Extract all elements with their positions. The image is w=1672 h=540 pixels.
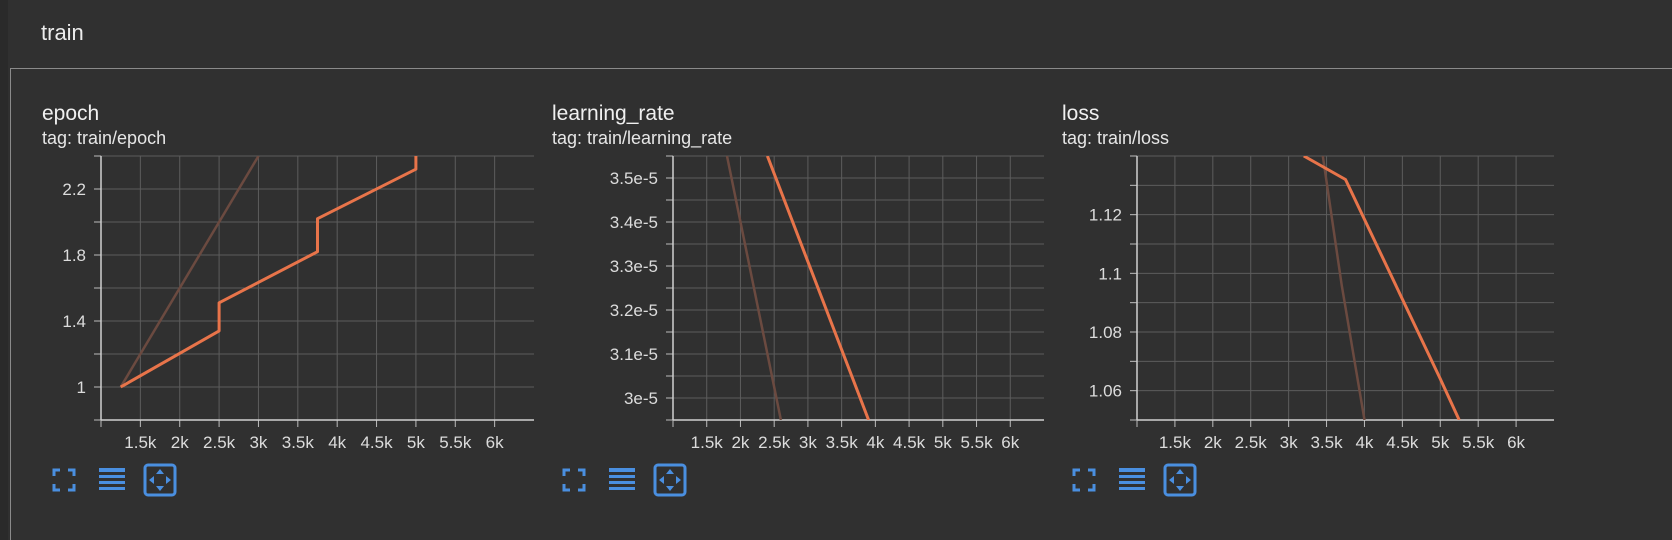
fullscreen-button[interactable] <box>46 462 82 498</box>
toggle-log-scale-icon <box>609 468 635 490</box>
group-body <box>10 68 1672 540</box>
group-title: train <box>41 20 84 45</box>
chart-tag: tag: train/epoch <box>42 128 167 148</box>
chart-title: learning_rate <box>552 102 675 125</box>
x-tick-label: 2.5k <box>203 433 236 452</box>
x-tick-label: 4k <box>866 433 884 452</box>
series-line-faded <box>725 156 783 420</box>
x-tick-label: 6k <box>1507 433 1525 452</box>
x-tick-label: 2k <box>1204 433 1222 452</box>
toggle-log-scale-icon <box>99 468 125 490</box>
toggle-log-scale-icon <box>1119 468 1145 490</box>
y-tick-label: 1.4 <box>62 312 86 331</box>
fit-domain-button[interactable] <box>142 462 178 498</box>
x-tick-label: 5k <box>407 433 425 452</box>
left-strip <box>0 0 8 540</box>
x-tick-label: 4k <box>328 433 346 452</box>
fit-domain-icon <box>143 463 177 497</box>
x-tick-label: 5.5k <box>439 433 472 452</box>
series-line <box>119 156 418 389</box>
x-tick-label: 2k <box>731 433 749 452</box>
fullscreen-icon <box>562 468 586 492</box>
y-tick-label: 3.5e-5 <box>610 169 658 188</box>
x-tick-label: 6k <box>486 433 504 452</box>
x-tick-label: 1.5k <box>1159 433 1192 452</box>
fit-domain-button[interactable] <box>652 462 688 498</box>
y-tick-label: 1.06 <box>1089 382 1122 401</box>
y-tick-label: 2.2 <box>62 180 86 199</box>
x-tick-label: 1.5k <box>124 433 157 452</box>
fit-domain-button[interactable] <box>1162 462 1198 498</box>
y-tick-label: 1.8 <box>62 246 86 265</box>
fit-domain-icon <box>1163 463 1197 497</box>
y-tick-label: 3.1e-5 <box>610 345 658 364</box>
fullscreen-button[interactable] <box>556 462 592 498</box>
x-tick-label: 3.5k <box>826 433 859 452</box>
y-tick-label: 1 <box>77 378 86 397</box>
y-tick-label: 1.12 <box>1089 206 1122 225</box>
chart-title: epoch <box>42 102 100 125</box>
x-tick-label: 3k <box>249 433 267 452</box>
x-tick-label: 1.5k <box>691 433 724 452</box>
chart-tag: tag: train/learning_rate <box>552 128 733 148</box>
chart-loss[interactable]: 1.5k 2k 2.5k 3k 3.5k 4k 4.5k 5k 5.5k 6k 1.06 1.08 1.… <box>1030 68 1570 468</box>
x-tick-label: 2.5k <box>758 433 791 452</box>
toggle-log-scale-button[interactable] <box>604 462 640 498</box>
x-tick-label: 5.5k <box>1462 433 1495 452</box>
series-line <box>1303 156 1461 420</box>
x-tick-label: 2.5k <box>1235 433 1268 452</box>
y-tick-label: 3.3e-5 <box>610 257 658 276</box>
chart-card-loss: loss tag: train/loss 1.5k 2k 2.5k 3k 3.5k 4k 4… <box>1030 68 1570 540</box>
toggle-log-scale-button[interactable] <box>94 462 130 498</box>
x-tick-label: 5k <box>1431 433 1449 452</box>
x-tick-label: 3k <box>1280 433 1298 452</box>
y-tick-label: 1.1 <box>1098 264 1122 283</box>
x-tick-label: 3.5k <box>282 433 315 452</box>
chart-card-epoch: epoch tag: train/epoch 1.5k 2k 2.5k 3k 3.5k 4… <box>10 68 550 540</box>
chart-tag: tag: train/loss <box>1062 128 1170 148</box>
x-tick-label: 4.5k <box>893 433 926 452</box>
x-tick-label: 5k <box>934 433 952 452</box>
series-line-faded <box>119 156 260 388</box>
x-tick-label: 5.5k <box>960 433 993 452</box>
x-tick-label: 2k <box>171 433 189 452</box>
x-tick-label: 3.5k <box>1310 433 1343 452</box>
x-tick-label: 3k <box>799 433 817 452</box>
y-tick-label: 3e-5 <box>624 389 658 408</box>
fullscreen-icon <box>52 468 76 492</box>
chart-learning-rate[interactable]: 1.5k 2k 2.5k 3k 3.5k 4k 4.5k 5k 5.5k 6k 3e-5 3.1e-5… <box>520 68 1060 468</box>
series-line-faded <box>1321 156 1366 420</box>
y-tick-label: 1.08 <box>1089 323 1122 342</box>
chart-card-learning-rate: learning_rate tag: train/learning_rate 1… <box>520 68 1060 540</box>
x-tick-label: 6k <box>1001 433 1019 452</box>
fullscreen-button[interactable] <box>1066 462 1102 498</box>
fullscreen-icon <box>1072 468 1096 492</box>
x-tick-label: 4.5k <box>360 433 393 452</box>
x-tick-label: 4k <box>1355 433 1373 452</box>
fit-domain-icon <box>653 463 687 497</box>
y-tick-label: 3.4e-5 <box>610 213 658 232</box>
chart-title: loss <box>1062 102 1100 125</box>
chart-epoch[interactable]: 1.5k 2k 2.5k 3k 3.5k 4k 4.5k 5k 5.5k 6k 1 1.4 1.8 2.2 <box>10 68 550 468</box>
toggle-log-scale-button[interactable] <box>1114 462 1150 498</box>
x-tick-label: 4.5k <box>1386 433 1419 452</box>
group-header[interactable]: train <box>8 0 1672 67</box>
y-tick-label: 3.2e-5 <box>610 301 658 320</box>
series-line <box>765 156 871 420</box>
